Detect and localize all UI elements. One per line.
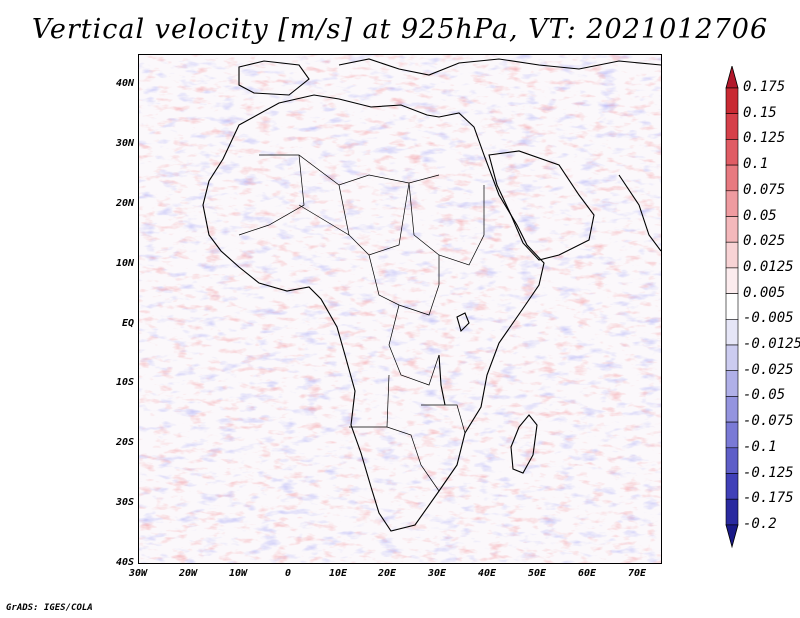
lon-label-10w: 10W bbox=[228, 568, 248, 579]
map-plot-area[interactable] bbox=[138, 54, 662, 564]
coastlines bbox=[202, 58, 661, 532]
lon-label-0: 0 bbox=[284, 568, 292, 579]
lon-label-20w: 20W bbox=[178, 568, 198, 579]
colorbar-label: 0.0125 bbox=[743, 258, 794, 275]
colorbar-swatch bbox=[725, 293, 739, 320]
colorbar-label: -0.1 bbox=[743, 438, 777, 455]
lat-label-40s: 40S bbox=[115, 557, 134, 568]
lon-label-60e: 60E bbox=[577, 568, 597, 579]
country-borders bbox=[238, 154, 485, 492]
velocity-field-map bbox=[139, 55, 661, 563]
colorbar-swatch bbox=[725, 473, 739, 500]
colorbar-top-arrow bbox=[725, 66, 739, 89]
colorbar-swatch bbox=[725, 216, 739, 243]
colorbar-label: -0.175 bbox=[743, 490, 794, 507]
colorbar-label: 0.175 bbox=[743, 79, 786, 95]
lat-label-40n: 40N bbox=[115, 78, 134, 89]
colorbar-swatch bbox=[725, 447, 739, 474]
colorbar-label: 0.025 bbox=[743, 233, 786, 250]
colorbar-swatch bbox=[725, 267, 739, 294]
colorbar-label: -0.075 bbox=[743, 413, 794, 430]
colorbar-swatch bbox=[725, 87, 739, 115]
lon-label-50e: 50E bbox=[527, 568, 547, 579]
lon-label-40e: 40E bbox=[477, 568, 497, 579]
colorbar-label: -0.025 bbox=[743, 361, 794, 378]
plot-title: Vertical velocity [m/s] at 925hPa, VT: 2… bbox=[31, 14, 769, 45]
colorbar-swatch bbox=[725, 190, 739, 217]
colorbar-label: -0.05 bbox=[743, 387, 786, 404]
lat-label-10n: 10N bbox=[115, 258, 134, 269]
colorbar-label: 0.125 bbox=[743, 130, 786, 147]
lat-label-10s: 10S bbox=[115, 377, 134, 388]
lon-label-20e: 20E bbox=[377, 568, 397, 579]
colorbar-swatch bbox=[725, 421, 739, 449]
colorbar-swatch bbox=[725, 319, 739, 346]
colorbar-label: 0.075 bbox=[743, 181, 786, 198]
lon-label-30w: 30W bbox=[128, 568, 148, 579]
colorbar-bottom-arrow bbox=[725, 524, 739, 549]
lon-label-30e: 30E bbox=[427, 568, 447, 579]
colorbar bbox=[725, 66, 739, 549]
colorbar-label: -0.2 bbox=[743, 515, 777, 532]
colorbar-label: -0.005 bbox=[743, 310, 794, 327]
colorbar-swatch bbox=[725, 241, 739, 269]
colorbar-swatch bbox=[725, 139, 739, 166]
colorbar-label: 0.05 bbox=[743, 207, 777, 224]
grads-credit: GrADS: IGES/COLA bbox=[6, 603, 93, 613]
lon-label-70e: 70E bbox=[627, 568, 647, 579]
lat-label-30s: 30S bbox=[115, 497, 134, 508]
lat-label-eq: EQ bbox=[121, 318, 134, 329]
colorbar-label: -0.125 bbox=[743, 464, 794, 481]
colorbar-swatch bbox=[725, 498, 739, 526]
colorbar-label: 0.15 bbox=[743, 104, 777, 121]
lat-label-30n: 30N bbox=[115, 138, 134, 149]
colorbar-swatch bbox=[725, 396, 739, 423]
lon-label-10e: 10E bbox=[328, 568, 348, 579]
colorbar-label: 0.1 bbox=[743, 156, 769, 173]
upward-motion-field bbox=[139, 55, 661, 563]
colorbar-swatch bbox=[725, 344, 739, 372]
colorbar-label: -0.0125 bbox=[743, 336, 800, 352]
lat-label-20s: 20S bbox=[115, 437, 134, 448]
lat-label-20n: 20N bbox=[115, 198, 134, 209]
colorbar-swatch bbox=[725, 370, 739, 397]
colorbar-label: 0.005 bbox=[743, 284, 786, 301]
colorbar-swatch bbox=[725, 164, 739, 192]
colorbar-swatch bbox=[725, 113, 739, 140]
